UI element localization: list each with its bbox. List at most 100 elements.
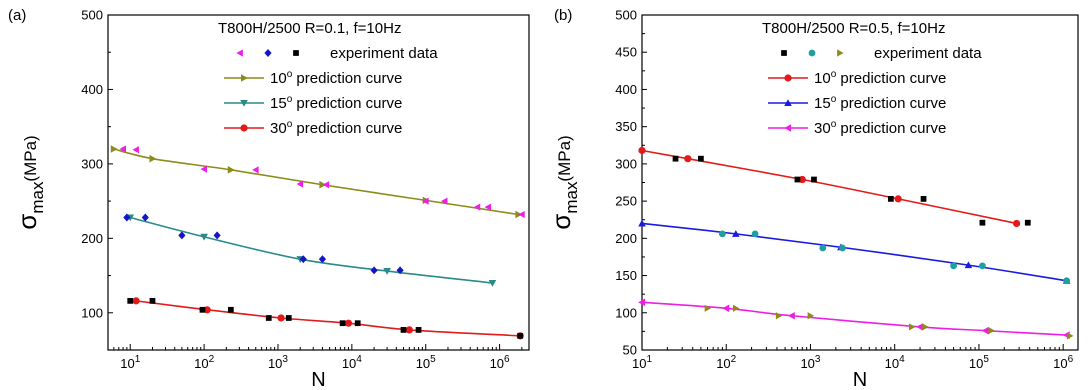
experiment-point-1: [887, 195, 894, 202]
x-tick-label: 102: [194, 354, 214, 371]
prediction-curve-3: [135, 300, 521, 337]
experiment-point-1: [473, 203, 481, 211]
experiment-point-1: [920, 195, 927, 202]
experiment-point-2: [950, 262, 957, 270]
experiment-point-3: [909, 323, 916, 331]
legend-label-1: 10o prediction curve: [814, 69, 946, 87]
experiment-point-3: [517, 332, 524, 339]
x-tick-label: 104: [342, 354, 362, 371]
y-tick-label: 400: [615, 82, 637, 97]
experiment-point-3: [354, 320, 361, 327]
prediction-point-3: [277, 314, 285, 322]
chart-a: 100 200 300 400 500 101 102 103 104 105 106 (a) T800…: [8, 7, 530, 390]
chart-b: 50 100 150 200 250 300 350 400 450 500 101 102 103 10…: [548, 7, 1079, 390]
experiment-point-1: [296, 180, 304, 188]
prediction-point-3: [405, 326, 413, 334]
legend-experiment-label: experiment data: [874, 45, 982, 62]
x-axis-label: N: [853, 369, 867, 390]
prediction-point-3: [981, 326, 989, 335]
y-axis-label: σmax(MPa): [12, 135, 47, 229]
experiment-point-1: [132, 146, 139, 154]
experiment-point-3: [265, 315, 272, 321]
degree-mark: o: [287, 69, 293, 80]
y-tick-label: 500: [81, 8, 103, 23]
legend-marker-3: [240, 124, 248, 132]
prediction-point-1: [798, 175, 806, 184]
x-tick-label: 106: [1053, 354, 1073, 371]
y-tick-label: 350: [615, 119, 637, 134]
chart-title: T800H/2500 R=0.1, f=10Hz: [218, 20, 401, 37]
y-tick-label: 250: [615, 194, 637, 209]
prediction-point-1: [110, 145, 118, 153]
prediction-point-1: [1012, 219, 1021, 228]
experiment-point-3: [775, 312, 783, 320]
degree-mark: o: [287, 119, 293, 130]
legend-label-2: 15o prediction curve: [270, 94, 402, 112]
experiment-point-1: [252, 166, 259, 174]
experiment-point-2: [979, 262, 986, 270]
experiment-point-3: [227, 306, 234, 313]
legend-experiment-marker-1: [236, 49, 243, 57]
legend-experiment-label: experiment data: [330, 45, 438, 62]
y-tick-label: 500: [615, 8, 637, 23]
prediction-point-1: [894, 195, 902, 203]
x-tick-label: 101: [632, 354, 652, 371]
experiment-point-1: [518, 210, 525, 219]
prediction-point-2: [732, 230, 740, 237]
x-tick-label: 105: [416, 354, 436, 371]
legend-experiment-marker-2: [264, 49, 272, 57]
prediction-point-2: [964, 261, 973, 269]
y-tick-label: 50: [623, 343, 637, 358]
experiment-point-3: [1066, 332, 1074, 340]
legend-experiment-marker-2: [808, 49, 816, 57]
experiment-point-2: [370, 266, 378, 275]
experiment-point-1: [979, 219, 986, 226]
experiment-point-3: [149, 297, 156, 304]
prediction-point-3: [916, 323, 924, 331]
experiment-point-2: [1063, 277, 1071, 285]
prediction-point-2: [488, 279, 497, 287]
x-tick-label: 105: [969, 354, 989, 371]
experiment-point-3: [807, 312, 815, 320]
prediction-point-3: [344, 319, 353, 327]
prediction-curve-2: [130, 216, 493, 284]
panel-label: (a): [8, 7, 26, 24]
y-tick-label: 150: [615, 268, 637, 283]
experiment-point-1: [794, 176, 801, 183]
y-tick-label: 100: [81, 305, 103, 320]
panel-label: (b): [554, 7, 572, 24]
experiment-point-3: [704, 304, 712, 312]
y-tick-label: 400: [81, 82, 103, 97]
x-tick-label: 104: [885, 354, 905, 371]
degree-mark: o: [831, 69, 837, 80]
prediction-curve-1: [113, 148, 519, 216]
legend-label-1: 10o prediction curve: [270, 69, 402, 87]
experiment-point-3: [732, 304, 740, 312]
experiment-point-2: [819, 244, 827, 252]
plot-frame: [107, 14, 530, 351]
legend-marker-1: [240, 74, 248, 82]
legend-label-3: 30o prediction curve: [814, 119, 946, 137]
experiment-point-3: [339, 320, 346, 327]
prediction-curve-2: [641, 222, 1067, 282]
experiment-point-3: [199, 306, 206, 313]
experiment-point-1: [422, 197, 429, 205]
y-tick-label: 200: [81, 231, 103, 246]
experiment-point-1: [1024, 219, 1031, 226]
degree-mark: o: [287, 94, 293, 105]
x-tick-label: 102: [716, 354, 736, 371]
x-axis-label: N: [311, 369, 325, 390]
experiment-point-1: [811, 176, 817, 183]
experiment-point-1: [697, 155, 704, 162]
prediction-point-2: [638, 219, 646, 227]
y-axis-label: σmax(MPa): [548, 135, 581, 229]
x-tick-label: 101: [120, 354, 140, 371]
experiment-point-3: [400, 327, 407, 333]
y-tick-label: 100: [615, 305, 637, 320]
legend-label-3: 30o prediction curve: [270, 119, 402, 137]
legend-label-2: 15o prediction curve: [814, 94, 946, 112]
experiment-point-3: [127, 297, 134, 304]
experiment-point-2: [396, 266, 404, 275]
prediction-point-2: [200, 233, 208, 241]
chart-title: T800H/2500 R=0.5, f=10Hz: [762, 20, 945, 37]
